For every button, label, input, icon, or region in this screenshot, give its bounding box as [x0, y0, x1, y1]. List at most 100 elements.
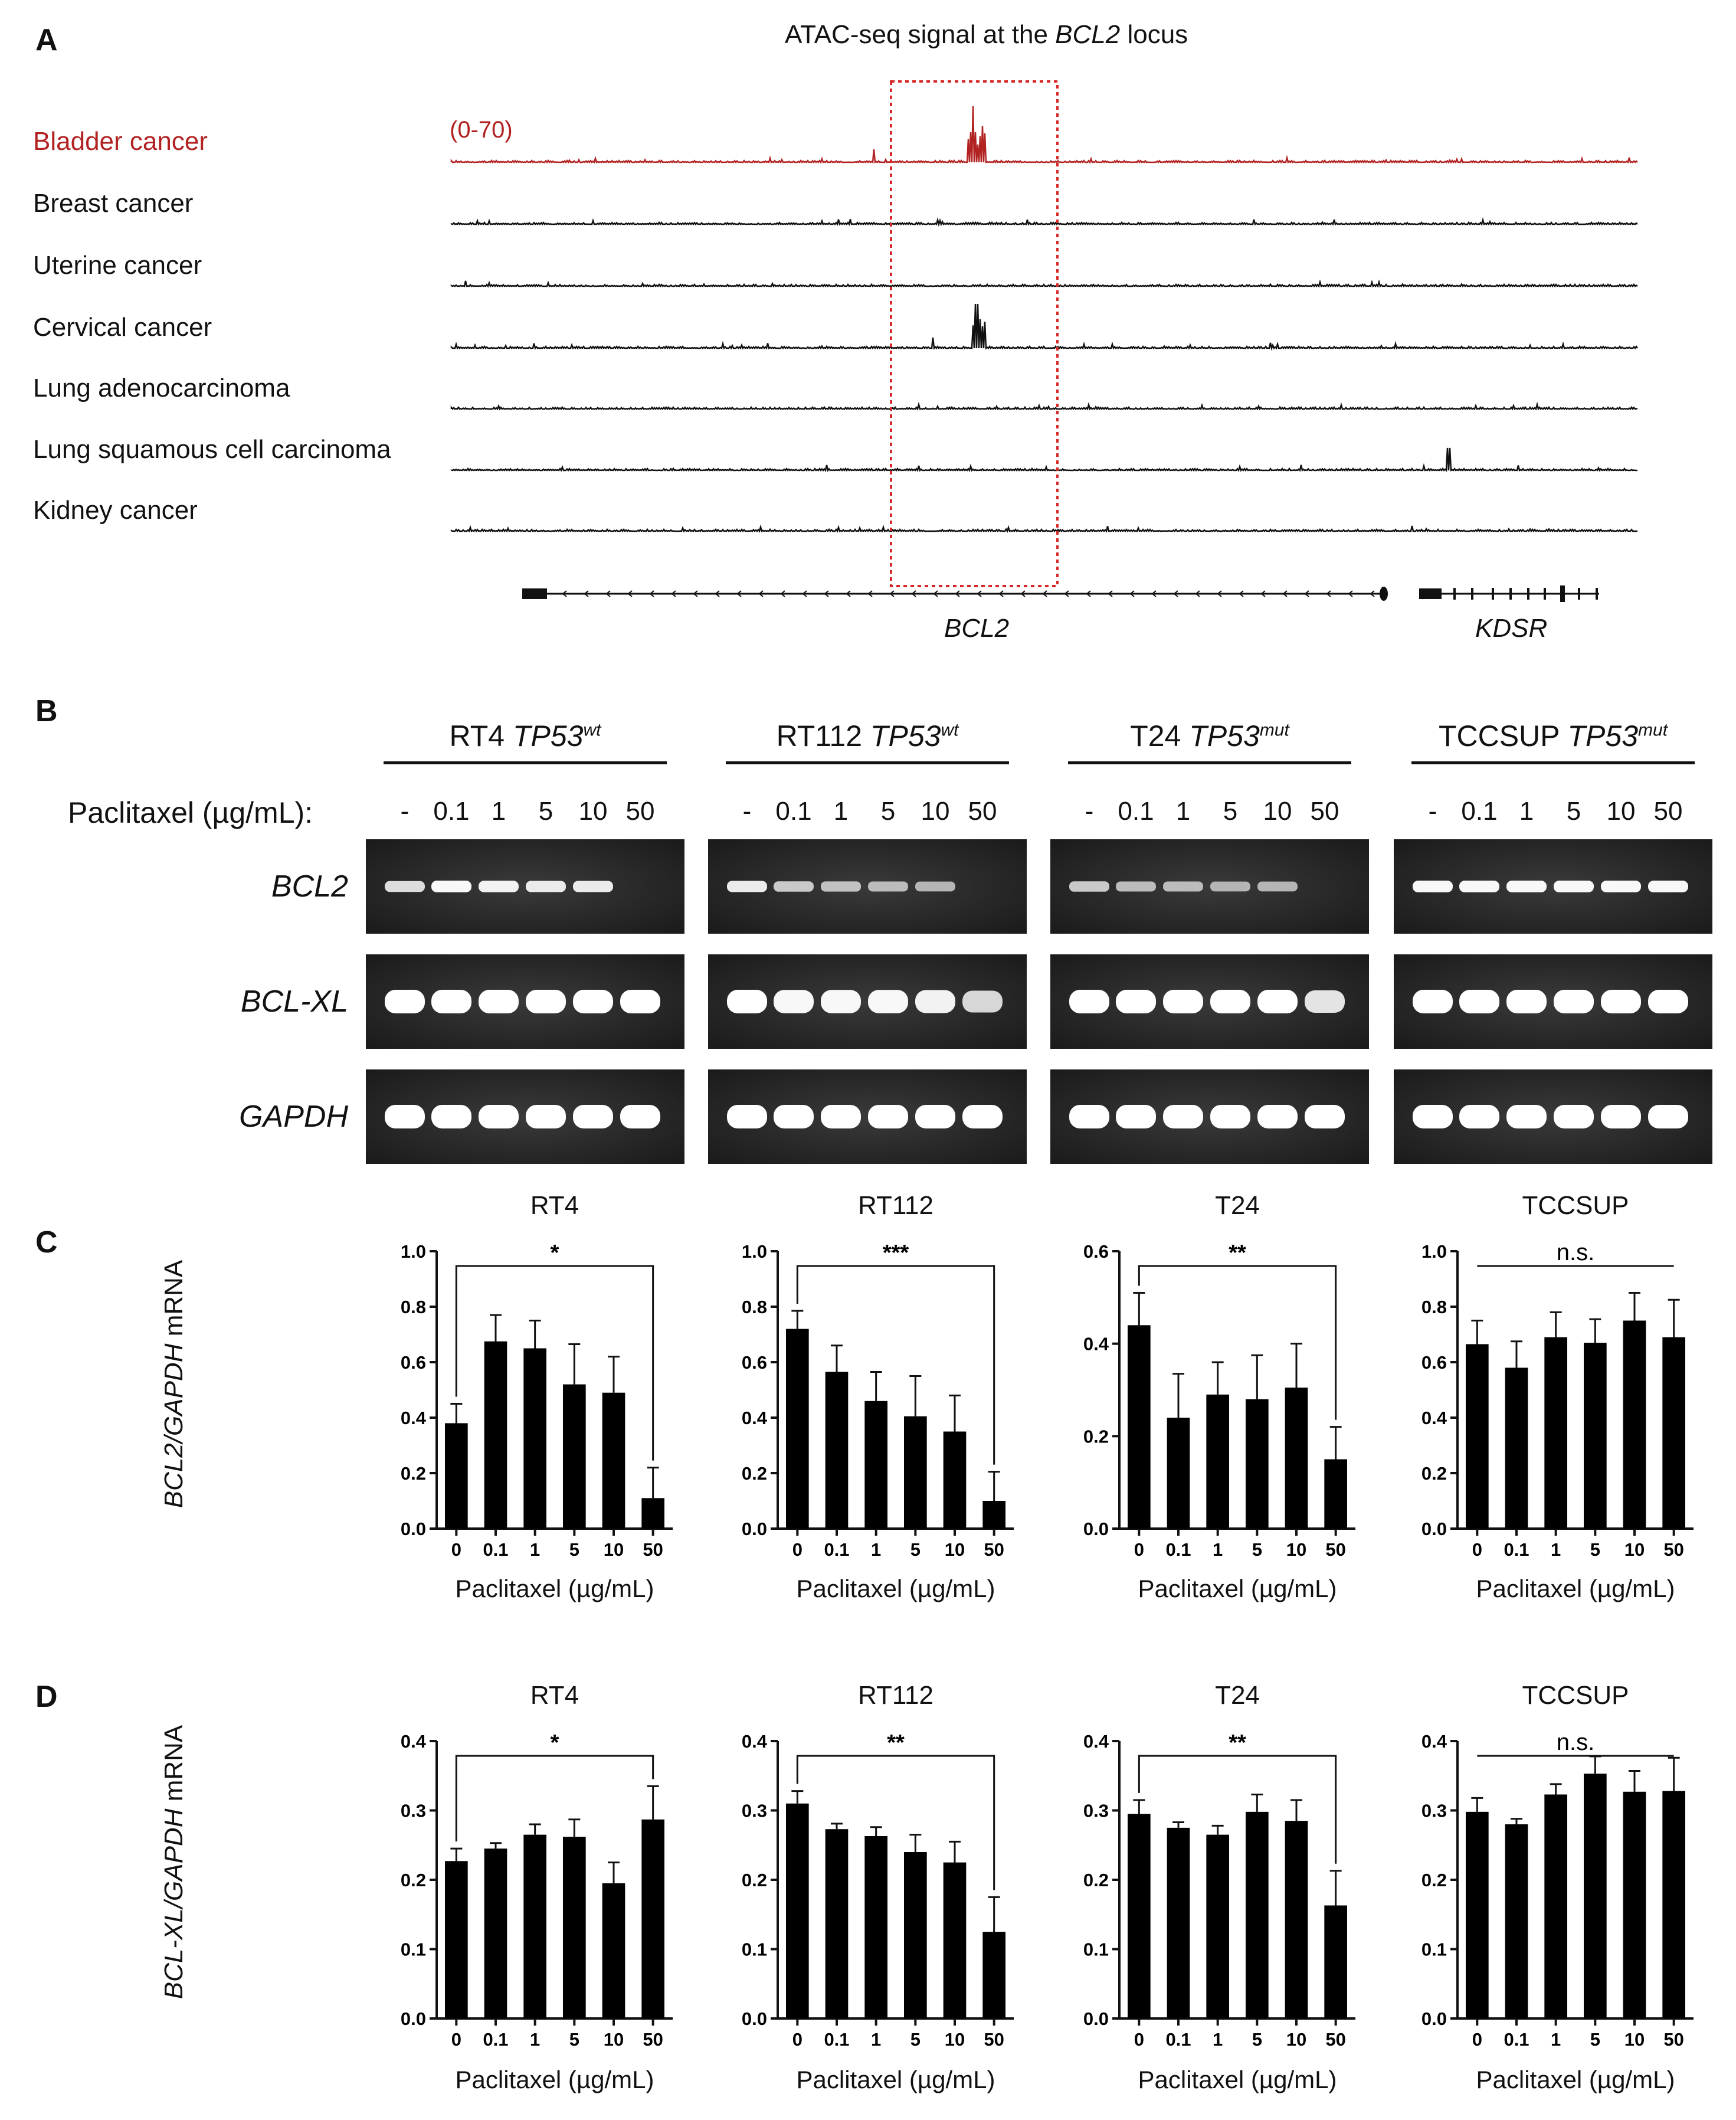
gel-band — [1210, 881, 1250, 892]
y-tick-label: 0.4 — [1421, 1731, 1447, 1752]
bar — [1246, 1811, 1269, 2018]
gel-band — [1459, 1105, 1499, 1128]
lane-label: 0.1 — [1118, 797, 1154, 826]
bar — [1167, 1418, 1190, 1529]
x-tick-label: 5 — [910, 2029, 921, 2050]
gel-band — [727, 990, 767, 1013]
y-axis-label-c-gene: BCL2/GAPDH — [159, 1343, 188, 1509]
atac-title-prefix: ATAC-seq signal at the — [785, 20, 1056, 49]
chart-title-c-1: RT112 — [857, 1191, 933, 1220]
gene-label-bcl2: BCL2 — [944, 614, 1010, 643]
track-label-0: Bladder cancer — [33, 127, 208, 156]
gel-gapdh-3 — [1394, 1069, 1712, 1164]
bcl2-strand-mark — [955, 590, 960, 597]
gel-band — [1459, 990, 1499, 1013]
gel-row-label-2: GAPDH — [239, 1100, 348, 1134]
bcl2-strand-mark — [911, 590, 916, 597]
gel-band — [1257, 881, 1298, 892]
gel-row-label-1: BCL-XL — [240, 984, 348, 1019]
bcl2-strand-mark — [802, 590, 807, 597]
gel-band — [1210, 1105, 1250, 1128]
x-tick-label: 50 — [1663, 1539, 1683, 1560]
track-label-2: Uterine cancer — [33, 251, 202, 280]
bcl2-strand-mark — [627, 590, 633, 597]
x-tick-label: 1 — [1213, 1539, 1223, 1560]
x-tick-label: 0 — [792, 2029, 803, 2050]
bar — [786, 1329, 809, 1529]
significance-label: n.s. — [1557, 1729, 1594, 1755]
bcl2-strand-mark — [693, 590, 698, 597]
track-label-5: Lung squamous cell carcinoma — [33, 435, 391, 464]
lane-label: - — [1085, 797, 1094, 826]
lane-label: 50 — [1653, 797, 1683, 826]
gel-band — [1257, 990, 1298, 1013]
panel-label-b: B — [35, 694, 58, 728]
x-tick-label: 10 — [604, 2029, 624, 2050]
bar — [1544, 1794, 1567, 2018]
bar — [982, 1932, 1005, 2018]
panel-label-a: A — [35, 23, 58, 57]
significance-label: * — [551, 1241, 559, 1265]
y-axis-label-c: BCL2/GAPDH mRNA — [159, 1236, 189, 1532]
cell-line-name: TCCSUP — [1438, 719, 1568, 753]
bar — [1466, 1344, 1489, 1529]
kdsr-exon-mark — [1492, 588, 1494, 600]
x-tick-label: 10 — [945, 1539, 965, 1560]
bar — [1246, 1399, 1269, 1529]
chart-title-c-3: TCCSUP — [1522, 1191, 1629, 1220]
x-tick-label: 50 — [984, 2029, 1004, 2050]
gel-band — [1506, 881, 1547, 892]
gel-band — [1116, 990, 1156, 1013]
y-tick-label: 0.2 — [401, 1870, 426, 1890]
x-axis-label: Paclitaxel (µg/mL) — [1138, 1575, 1337, 1602]
gel-bcl-xl-3 — [1394, 954, 1712, 1049]
x-tick-label: 5 — [569, 1539, 579, 1560]
x-tick-label: 0.1 — [483, 2029, 508, 2050]
bar — [484, 1341, 507, 1529]
gel-band — [1506, 990, 1547, 1013]
x-tick-label: 5 — [910, 1539, 921, 1560]
bcl2-strand-mark — [1326, 590, 1331, 597]
bcl2-strand-mark — [562, 590, 567, 597]
gel-band — [573, 881, 613, 892]
gel-band — [962, 1105, 1003, 1128]
atac-track-1 — [450, 217, 1638, 227]
cell-line-status: wt — [583, 720, 601, 740]
gel-band — [431, 1105, 471, 1128]
gene-label-kdsr: KDSR — [1475, 614, 1548, 643]
kdsr-exon-mark — [1527, 588, 1529, 600]
bcl2-strand-mark — [1282, 590, 1288, 597]
bar — [825, 1829, 849, 2018]
gel-gapdh-1 — [708, 1069, 1027, 1164]
y-tick-label: 0.6 — [401, 1352, 426, 1373]
gel-band — [479, 990, 519, 1013]
gel-band — [868, 881, 908, 892]
bar — [1324, 1905, 1347, 2018]
x-tick-label: 50 — [643, 1539, 663, 1560]
bcl2-strand-mark — [824, 590, 829, 597]
bar — [1505, 1824, 1528, 2018]
bcl2-strand-mark — [1239, 590, 1244, 597]
y-tick-label: 0.0 — [742, 2008, 767, 2029]
kdsr-exon — [1419, 588, 1442, 599]
y-tick-label: 0.6 — [742, 1352, 767, 1373]
gel-band — [1305, 990, 1345, 1013]
lane-label: 5 — [1223, 797, 1238, 826]
bcl2-strand-mark — [933, 590, 938, 597]
gel-band — [1413, 1105, 1453, 1128]
gel-band — [1257, 1105, 1298, 1128]
lane-label: 10 — [1606, 797, 1636, 826]
bcl2-exon-end — [1380, 587, 1388, 601]
y-tick-label: 0.4 — [401, 1408, 427, 1428]
lane-label: 50 — [625, 797, 655, 826]
x-tick-label: 0.1 — [1165, 1539, 1191, 1560]
lane-label: 5 — [538, 797, 553, 826]
bar — [904, 1852, 927, 2018]
x-tick-label: 1 — [1551, 1539, 1561, 1560]
y-tick-label: 0.6 — [1083, 1241, 1109, 1262]
bar-chart-c-2: 0.0 0.2 0.4 0.6 0 0.1 1 5 10 50 ** — [1083, 1241, 1355, 1560]
gel-bcl2-3 — [1394, 839, 1712, 934]
gel-band — [573, 1105, 613, 1128]
chart-title-d-2: T24 — [1215, 1681, 1260, 1710]
chart-title-d-3: TCCSUP — [1522, 1681, 1629, 1710]
